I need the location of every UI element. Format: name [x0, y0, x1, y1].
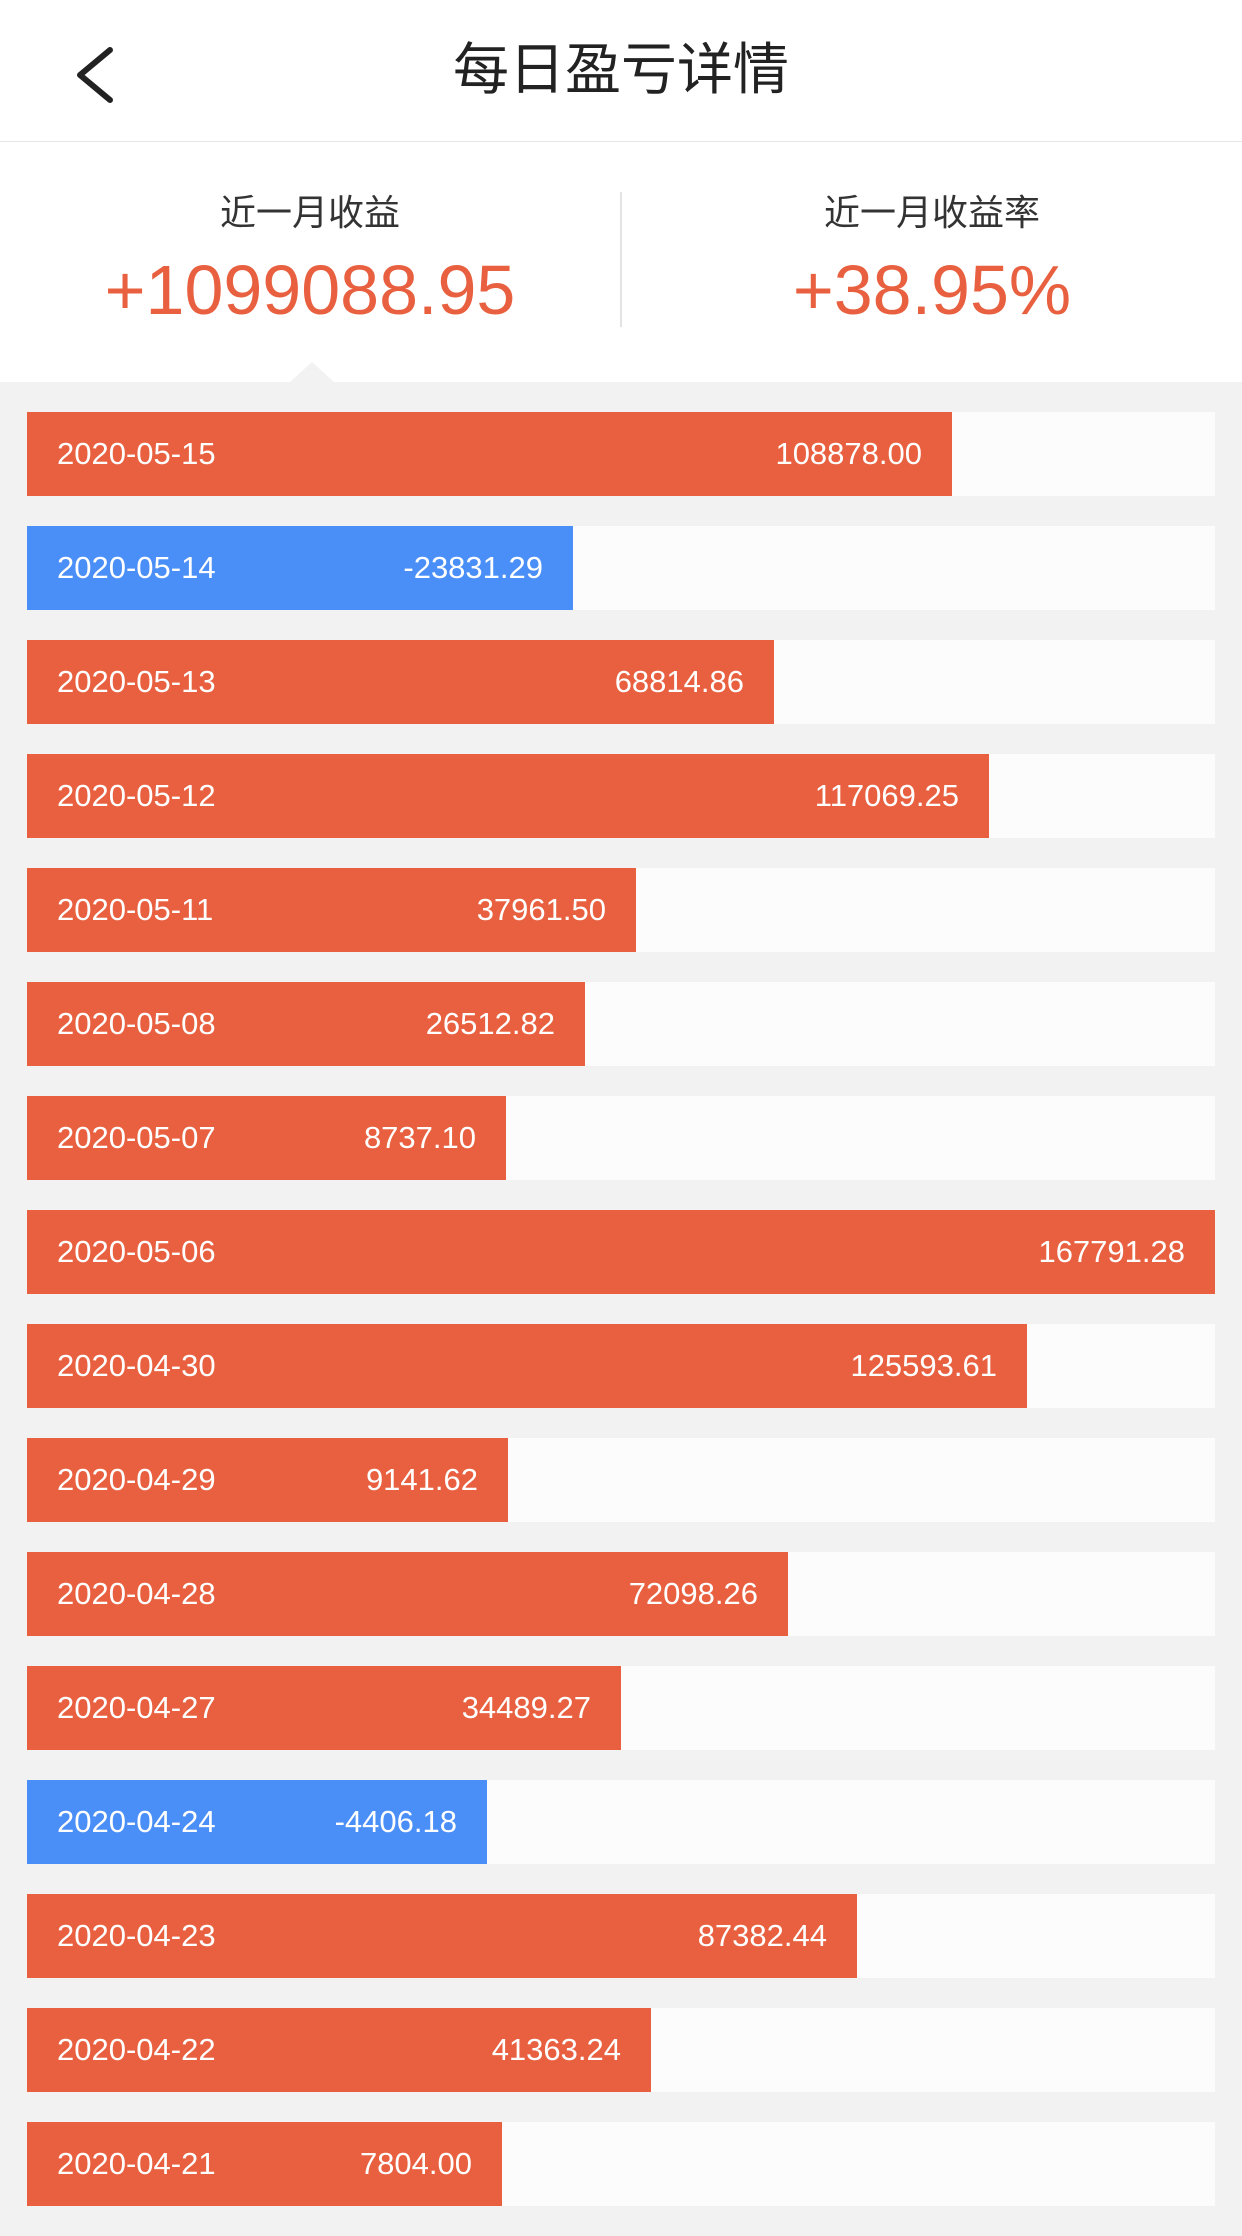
row-date: 2020-05-08 — [57, 1006, 216, 1041]
chevron-left-icon — [77, 47, 113, 103]
row-date: 2020-04-29 — [57, 1462, 216, 1497]
row-value: 41363.24 — [491, 2032, 621, 2067]
row-date: 2020-05-12 — [57, 778, 216, 813]
app-header: 每日盈亏详情 — [0, 0, 1242, 142]
row-value: 26512.82 — [425, 1006, 555, 1041]
pl-bar — [27, 982, 585, 1066]
pl-row[interactable]: 2020-04-24 -4406.18 — [27, 1780, 1215, 1864]
row-date: 2020-04-28 — [57, 1576, 216, 1611]
daily-pl-list: 2020-05-15 108878.00 2020-05-14 -23831.29 20… — [27, 412, 1215, 2236]
month-rate-value: +38.95% — [792, 251, 1072, 329]
month-rate-label: 近一月收益率 — [823, 193, 1040, 234]
pl-bar — [27, 754, 989, 838]
row-date: 2020-04-30 — [57, 1348, 216, 1383]
active-tab-caret — [290, 362, 334, 382]
page-title: 每日盈亏详情 — [453, 38, 789, 103]
row-value: 9141.62 — [365, 1462, 478, 1497]
summary-panel: 近一月收益 +1099088.95 近一月收益率 +38.95% — [0, 142, 1242, 382]
row-value: 108878.00 — [775, 436, 922, 471]
pl-row[interactable]: 2020-04-28 72098.26 — [27, 1552, 1215, 1636]
pl-bar — [27, 1780, 487, 1864]
pl-row[interactable]: 2020-05-15 108878.00 — [27, 412, 1215, 496]
pl-row[interactable]: 2020-04-23 87382.44 — [27, 1894, 1215, 1978]
back-button[interactable] — [50, 30, 140, 120]
pl-bar — [27, 1894, 857, 1978]
pl-row[interactable]: 2020-05-11 37961.50 — [27, 868, 1215, 952]
row-date: 2020-04-27 — [57, 1690, 216, 1725]
pl-bar — [27, 2008, 651, 2092]
month-profit-value: +1099088.95 — [104, 251, 516, 329]
row-value: 87382.44 — [697, 1918, 827, 1953]
row-date: 2020-05-15 — [57, 436, 216, 471]
row-date: 2020-05-07 — [57, 1120, 216, 1155]
row-value: 37961.50 — [476, 892, 606, 927]
row-value: 117069.25 — [814, 778, 959, 813]
month-profit-label: 近一月收益 — [219, 193, 400, 234]
month-profit-tab[interactable]: 近一月收益 +1099088.95 — [0, 142, 620, 382]
divider — [620, 192, 622, 327]
row-value: 68814.86 — [614, 664, 744, 699]
row-date: 2020-05-13 — [57, 664, 216, 699]
row-value: 167791.28 — [1038, 1234, 1185, 1269]
pl-row[interactable]: 2020-04-29 9141.62 — [27, 1438, 1215, 1522]
pl-row[interactable]: 2020-04-27 34489.27 — [27, 1666, 1215, 1750]
row-date: 2020-05-06 — [57, 1234, 216, 1269]
row-value: 7804.00 — [359, 2146, 472, 2181]
row-value: 34489.27 — [461, 1690, 591, 1725]
row-value: 125593.61 — [850, 1348, 997, 1383]
pl-bar — [27, 868, 636, 952]
pl-bar — [27, 1552, 788, 1636]
row-value: 72098.26 — [628, 1576, 758, 1611]
pl-row[interactable]: 2020-05-13 68814.86 — [27, 640, 1215, 724]
row-date: 2020-05-11 — [57, 892, 214, 927]
pl-bar — [27, 1324, 1027, 1408]
pl-bar — [27, 640, 774, 724]
pl-bar — [27, 1096, 506, 1180]
pl-bar — [27, 412, 952, 496]
month-rate-tab[interactable]: 近一月收益率 +38.95% — [622, 142, 1242, 382]
pl-bar — [27, 1666, 621, 1750]
row-date: 2020-04-24 — [57, 1804, 216, 1839]
pl-bar — [27, 1210, 1215, 1294]
pl-row[interactable]: 2020-05-12 117069.25 — [27, 754, 1215, 838]
pl-row[interactable]: 2020-05-14 -23831.29 — [27, 526, 1215, 610]
pl-row[interactable]: 2020-04-30 125593.61 — [27, 1324, 1215, 1408]
row-date: 2020-04-22 — [57, 2032, 216, 2067]
row-date: 2020-04-23 — [57, 1918, 216, 1953]
pl-row[interactable]: 2020-05-08 26512.82 — [27, 982, 1215, 1066]
pl-bar — [27, 526, 573, 610]
pl-row[interactable]: 2020-05-06 167791.28 — [27, 1210, 1215, 1294]
pl-row[interactable]: 2020-04-22 41363.24 — [27, 2008, 1215, 2092]
pl-row[interactable]: 2020-05-07 8737.10 — [27, 1096, 1215, 1180]
row-value: -4406.18 — [334, 1804, 457, 1839]
row-date: 2020-05-14 — [57, 550, 216, 585]
row-date: 2020-04-21 — [57, 2146, 216, 2181]
row-value: -23831.29 — [403, 550, 543, 585]
row-value: 8737.10 — [363, 1120, 476, 1155]
pl-row[interactable]: 2020-04-21 7804.00 — [27, 2122, 1215, 2206]
pl-bar — [27, 1438, 508, 1522]
